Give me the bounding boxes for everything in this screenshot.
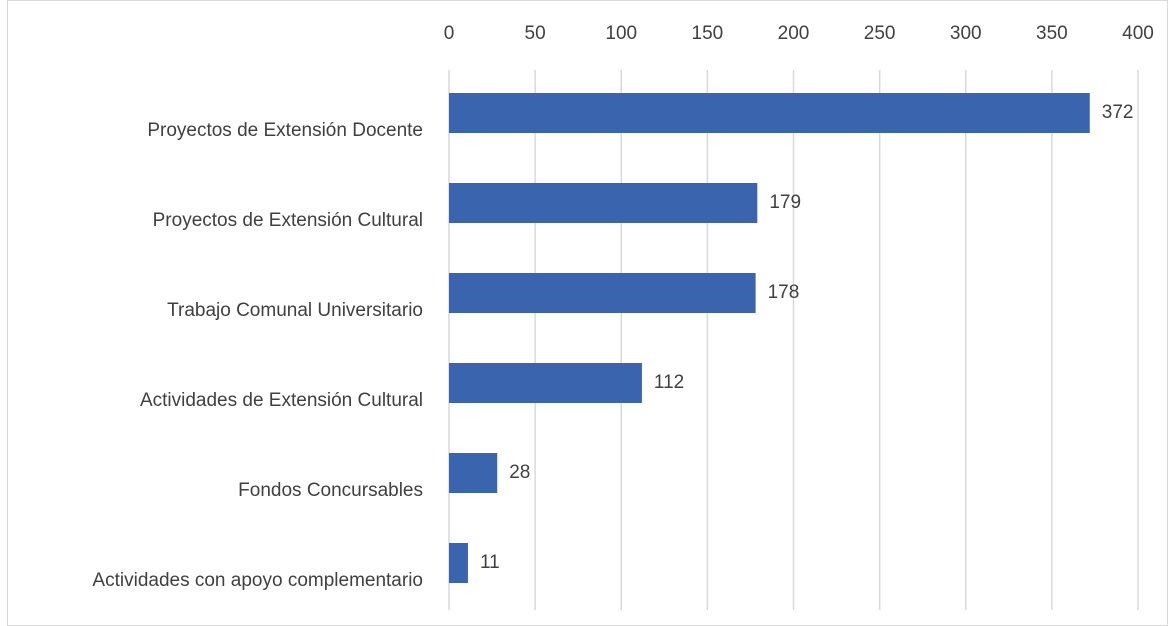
y-tick-label: Fondos Concursables [238, 480, 423, 501]
data-label: 28 [509, 462, 530, 483]
x-tick-label: 300 [950, 23, 982, 44]
y-tick-label: Proyectos de Extensión Docente [147, 120, 423, 141]
x-tick-label: 50 [525, 23, 546, 44]
x-tick-label: 250 [864, 23, 896, 44]
data-label: 372 [1102, 102, 1134, 123]
y-tick-label: Actividades de Extensión Cultural [140, 390, 423, 411]
data-label: 178 [768, 282, 800, 303]
x-tick-label: 0 [444, 23, 455, 44]
x-tick-label: 100 [605, 23, 637, 44]
y-tick-label: Actividades con apoyo complementario [92, 570, 423, 591]
y-tick-label: Trabajo Comunal Universitario [167, 300, 423, 321]
bar [449, 453, 498, 493]
bar [449, 543, 468, 583]
bar [449, 183, 758, 223]
x-tick-label: 200 [778, 23, 810, 44]
bar [449, 93, 1090, 133]
x-tick-label: 400 [1122, 23, 1154, 44]
bar [449, 363, 642, 403]
data-label: 179 [769, 192, 801, 213]
x-tick-label: 350 [1036, 23, 1068, 44]
x-tick-label: 150 [692, 23, 724, 44]
y-tick-label: Proyectos de Extensión Cultural [153, 210, 423, 231]
data-label: 112 [654, 372, 684, 393]
data-label: 11 [480, 552, 500, 573]
bar [449, 273, 756, 313]
